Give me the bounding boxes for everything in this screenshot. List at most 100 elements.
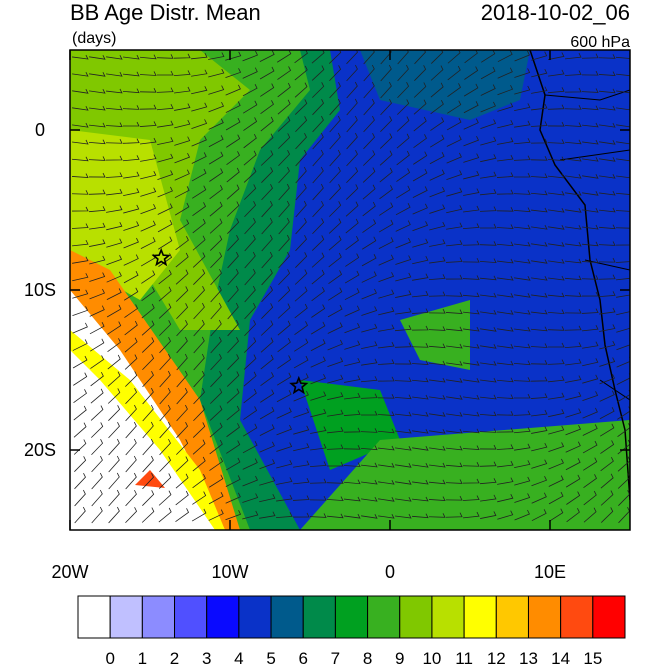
wind-barb <box>412 221 429 232</box>
wind-barb <box>89 288 105 300</box>
wind-barb <box>210 371 223 388</box>
wind-barb <box>210 268 222 286</box>
wind-barb <box>89 338 105 352</box>
wind-barb <box>446 187 463 197</box>
wind-barb <box>328 287 343 301</box>
wind-barb <box>260 83 275 97</box>
wind-barb <box>481 50 496 63</box>
wind-barb <box>191 152 207 164</box>
wind-barb <box>514 509 530 521</box>
wind-barb <box>480 327 497 332</box>
wind-barb <box>259 476 276 486</box>
colorbar-label: 15 <box>583 649 602 667</box>
wind-barb <box>89 55 106 60</box>
colorbar-box <box>463 595 497 639</box>
wind-barb <box>140 137 157 145</box>
wind-barb <box>73 422 87 438</box>
wind-barb <box>192 218 206 234</box>
wind-barb <box>124 354 138 370</box>
wind-barb <box>582 324 599 332</box>
x-tick-label: 0 <box>385 562 395 582</box>
wind-barb <box>294 82 308 98</box>
wind-barb <box>583 507 597 523</box>
wind-barb <box>411 377 429 383</box>
wind-barb <box>344 288 360 301</box>
wind-barb <box>108 405 121 421</box>
wind-barb <box>159 404 171 422</box>
wind-barb <box>513 427 531 434</box>
wind-barb <box>414 50 426 65</box>
wind-barb <box>208 509 224 521</box>
wind-barb <box>431 50 444 64</box>
wind-barb <box>564 275 582 281</box>
colorbar-label: 10 <box>422 649 441 667</box>
wind-barb <box>378 513 395 519</box>
wind-barb <box>125 388 138 405</box>
wind-barb <box>548 258 565 264</box>
wind-barb <box>497 67 513 79</box>
wind-barb <box>581 275 599 280</box>
wind-barb <box>125 421 137 439</box>
wind-barb <box>193 370 205 388</box>
wind-barb <box>514 50 530 62</box>
wind-barb <box>158 507 172 523</box>
wind-barb <box>209 218 223 234</box>
wind-barb <box>615 240 630 246</box>
wind-barb <box>107 388 121 404</box>
wind-barb <box>496 189 514 195</box>
wind-barb <box>496 241 514 247</box>
wind-barb <box>548 458 564 470</box>
wind-barb <box>378 289 395 299</box>
wind-barb <box>548 69 565 77</box>
wind-barb <box>327 357 344 367</box>
wind-barb <box>428 308 446 314</box>
wind-barb <box>106 205 123 213</box>
wind-barb <box>174 202 190 216</box>
wind-barb <box>191 69 208 77</box>
wind-barb <box>312 200 324 218</box>
wind-barb <box>616 106 630 111</box>
wind-barb <box>565 424 582 436</box>
wind-barb <box>242 510 259 520</box>
wind-barb <box>327 322 343 334</box>
wind-barb <box>548 409 565 418</box>
wind-barb <box>514 276 531 281</box>
wind-barb <box>208 85 225 95</box>
wind-barb <box>295 149 307 167</box>
wind-barb <box>242 84 258 97</box>
wind-barb <box>346 115 358 133</box>
wind-barb <box>600 440 615 454</box>
wind-barb <box>582 391 599 402</box>
wind-barb <box>175 490 189 506</box>
wind-barb <box>243 167 257 183</box>
wind-barb <box>124 304 139 318</box>
wind-barb <box>480 171 497 179</box>
wind-barb <box>581 308 599 314</box>
wind-barb <box>244 251 256 269</box>
y-tick-label: 20S <box>24 440 56 460</box>
wind-barb <box>91 489 103 507</box>
wind-barb <box>379 167 393 183</box>
wind-barb <box>72 139 89 145</box>
wind-barb <box>497 102 514 112</box>
wind-barb <box>225 457 241 471</box>
wind-barb <box>564 292 582 297</box>
wind-barb <box>158 236 173 250</box>
wind-barb <box>446 222 463 230</box>
wind-barb <box>464 66 479 80</box>
wind-barb <box>327 339 343 351</box>
wind-barb <box>600 456 614 472</box>
wind-barb <box>582 440 598 454</box>
wind-barb <box>343 410 361 416</box>
wind-barb <box>242 67 258 79</box>
wind-barb <box>123 54 140 60</box>
wind-barb <box>429 221 446 231</box>
wind-barb <box>564 342 582 349</box>
wind-barb <box>480 394 497 400</box>
wind-barb <box>462 478 480 484</box>
wind-barb <box>124 337 138 353</box>
wind-barb <box>531 68 548 78</box>
wind-barb <box>156 54 174 59</box>
title: BB Age Distr. Mean <box>70 0 261 25</box>
wind-barb <box>548 242 565 247</box>
